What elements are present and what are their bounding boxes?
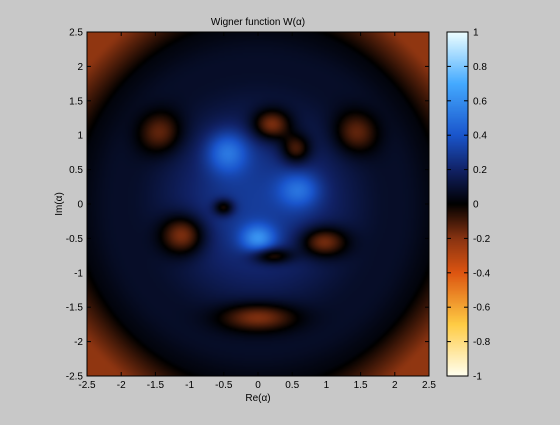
y-tick-label: 2: [77, 62, 83, 73]
wigner-heatmap: [87, 32, 429, 376]
x-tick-label: 2.5: [422, 380, 436, 391]
colorbar-tick-label: 0.6: [473, 96, 487, 107]
colorbar-ticks: -1 -0.8 -0.6 -0.4 -0.2 0 0.2 0.4 0.6 0.8 1: [447, 28, 491, 383]
colorbar-tick-label: 0.4: [473, 131, 487, 142]
chart-title: Wigner function W(α): [211, 17, 305, 28]
colorbar-tick-label: 0.8: [473, 62, 487, 73]
y-axis-label: Im(α): [54, 192, 65, 216]
x-tick-label: 1.5: [354, 380, 368, 391]
y-tick-label: -1: [74, 268, 83, 279]
x-tick-label: 0: [255, 380, 261, 391]
colorbar-tick-label: -0.2: [473, 234, 491, 245]
y-tick-label: -0.5: [66, 234, 84, 245]
x-axis: -2.5 -2 -1.5 -1 -0.5 0 0.5 1 1.5 2 2.5: [78, 32, 436, 391]
colorbar-tick-label: -0.8: [473, 337, 491, 348]
y-tick-label: 2.5: [69, 28, 83, 39]
colorbar-tick-label: -0.6: [473, 303, 491, 314]
y-tick-label: -1.5: [66, 303, 84, 314]
colorbar-gradient: [447, 32, 468, 376]
colorbar-tick-label: 0.2: [473, 165, 487, 176]
x-axis-label: Re(α): [245, 393, 270, 404]
x-tick-label: -2.5: [78, 380, 96, 391]
y-tick-label: 1: [77, 131, 83, 142]
x-tick-label: -0.5: [215, 380, 233, 391]
x-tick-label: -1.5: [147, 380, 165, 391]
y-axis: -2.5 -2 -1.5 -1 -0.5 0 0.5 1 1.5 2 2.5: [66, 28, 429, 383]
colorbar-tick-label: -0.4: [473, 268, 491, 279]
y-tick-label: -2.5: [66, 372, 84, 383]
x-tick-label: 2: [392, 380, 398, 391]
y-tick-label: 0.5: [69, 165, 83, 176]
y-tick-label: 1.5: [69, 96, 83, 107]
x-tick-label: -2: [117, 380, 126, 391]
colorbar-tick-label: 0: [473, 200, 479, 211]
colorbar-tick-label: 1: [473, 28, 479, 39]
x-tick-label: 1: [324, 380, 330, 391]
colorbar-tick-label: -1: [473, 372, 482, 383]
colorbar: -1 -0.8 -0.6 -0.4 -0.2 0 0.2 0.4 0.6 0.8 1: [446, 28, 491, 383]
x-tick-label: -1: [185, 380, 194, 391]
plot-area: [86, 31, 430, 377]
y-tick-label: 0: [77, 200, 83, 211]
x-tick-label: 0.5: [285, 380, 299, 391]
y-tick-label: -2: [74, 337, 83, 348]
